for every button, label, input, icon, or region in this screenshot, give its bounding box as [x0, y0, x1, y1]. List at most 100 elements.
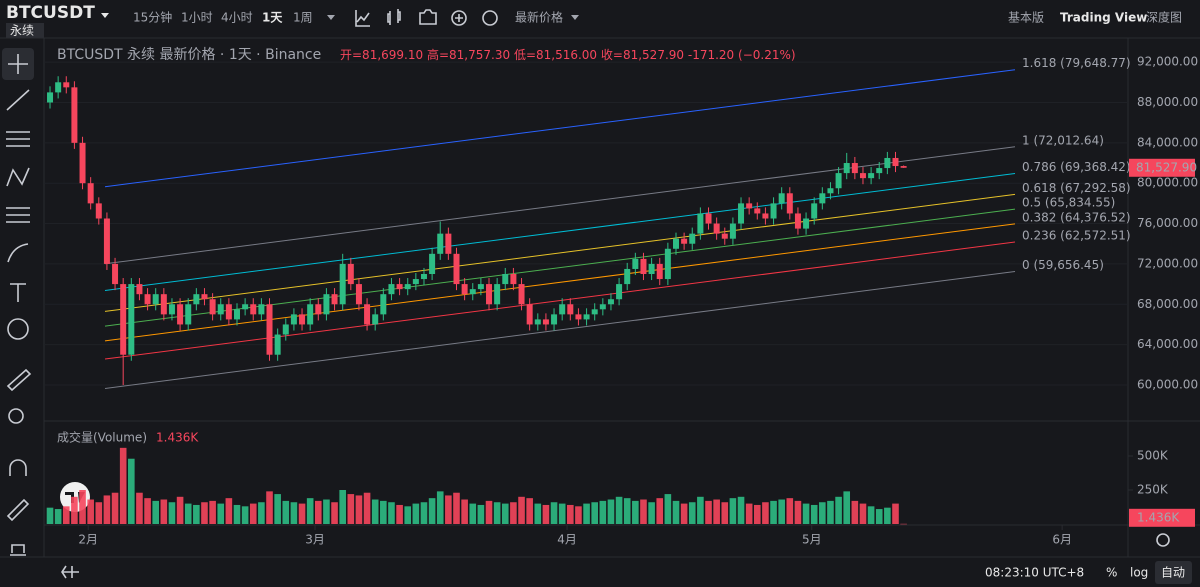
close: 收=81,527.90 [601, 48, 684, 62]
text-tool[interactable] [10, 283, 26, 302]
volume-bar [79, 490, 86, 524]
symbol-dropdown[interactable] [101, 13, 109, 18]
interval[interactable]: 1周 [293, 11, 313, 25]
candle-body [364, 304, 371, 325]
y-tick-label: 80,000.00 [1137, 176, 1198, 190]
candle-body [47, 92, 54, 103]
volume-bar [835, 496, 842, 524]
volume-bar [274, 494, 281, 524]
crosshair-tool[interactable] [8, 54, 28, 74]
fib-line [104, 146, 1016, 265]
fib-line [104, 208, 1016, 327]
volume-bar [241, 506, 249, 524]
price-type-dropdown[interactable] [571, 15, 579, 20]
price-type[interactable]: 最新价格 [515, 10, 563, 25]
candle-body [420, 274, 427, 280]
fib-tool[interactable] [6, 131, 30, 147]
add-icon[interactable] [451, 10, 467, 26]
candle-body [575, 314, 582, 320]
volume-bar [753, 504, 761, 524]
add-icon-plus[interactable] [455, 14, 463, 22]
candle-body [136, 284, 143, 295]
lock-draw-tool[interactable] [6, 498, 30, 522]
symbol[interactable]: BTCUSDT [6, 3, 95, 23]
indicator-icon[interactable] [355, 10, 370, 27]
view[interactable]: 深度图 [1146, 10, 1182, 25]
candle-body [599, 304, 606, 310]
volume-bar [558, 503, 566, 524]
candle-body [274, 334, 281, 355]
candle-body [542, 319, 549, 325]
replay-icon[interactable] [61, 565, 79, 579]
volume-title: 成交量(Volume) [57, 430, 147, 445]
volume-bar [485, 500, 493, 524]
candle-body [299, 314, 306, 325]
volume-bar [867, 506, 875, 524]
interval[interactable]: 4小时 [221, 11, 253, 25]
fib-line [104, 172, 1016, 291]
axis-settings[interactable] [1156, 533, 1170, 547]
view[interactable]: 基本版 [1008, 11, 1044, 25]
volume-bar [128, 458, 135, 524]
fib-line [104, 69, 1016, 188]
candle-body [713, 223, 720, 234]
auto-button[interactable]: 自动 [1161, 566, 1185, 580]
candle-icon[interactable] [387, 9, 401, 25]
trash-tool[interactable] [10, 544, 26, 556]
candle-body [672, 238, 679, 249]
volume-bar [729, 498, 737, 524]
interval[interactable]: 1小时 [181, 11, 213, 25]
candle-body [770, 203, 777, 219]
candle-body [477, 284, 484, 290]
interval-active[interactable]: 1天 [262, 11, 283, 25]
volume-bar [160, 499, 168, 524]
last-volume-tag [1129, 508, 1195, 527]
ruler-tool[interactable] [6, 368, 32, 392]
volume-bar [87, 499, 94, 524]
volume-bar [103, 495, 111, 524]
volume-bar [778, 499, 785, 524]
volume-bar [892, 503, 899, 524]
x-tick-label: 3月 [305, 533, 325, 547]
view-active[interactable]: Trading View [1060, 11, 1147, 25]
candle-body [103, 218, 110, 264]
line-tool[interactable] [6, 89, 30, 111]
candle-body [754, 208, 761, 214]
candle-body [502, 274, 509, 285]
candle-body [282, 324, 289, 335]
candle-body [250, 304, 257, 315]
fib-label: 0.786 (69,368.42) [1022, 160, 1131, 174]
fib-line [104, 193, 1016, 312]
volume-bar [217, 503, 225, 524]
volume-tick-label: 500K [1137, 449, 1169, 463]
candle-body [128, 284, 135, 355]
volume-tick-label: 250K [1137, 483, 1169, 497]
zoom-tool[interactable] [8, 408, 24, 424]
magnet-tool[interactable] [9, 459, 27, 476]
candle-body [697, 213, 704, 234]
x-tick-label: 5月 [802, 533, 822, 547]
legend-ohlc: 开=81,699.10 高=81,757.30 低=81,516.00 收=81… [340, 47, 796, 62]
volume-bar [46, 507, 54, 524]
volume-bar [380, 500, 387, 524]
pattern-tool[interactable] [6, 167, 30, 187]
projection-tool[interactable] [6, 207, 30, 223]
volume-bar [323, 499, 330, 524]
volume-bar [884, 507, 891, 524]
settings-icon[interactable] [482, 10, 498, 26]
candle-body [168, 304, 175, 315]
volume-bar [493, 502, 501, 524]
log-button[interactable]: log [1130, 566, 1148, 580]
candle-body [453, 253, 460, 285]
percent-button[interactable]: % [1106, 566, 1117, 580]
fib-label: 0.5 (65,834.55) [1022, 196, 1115, 210]
interval-dropdown[interactable] [327, 15, 335, 20]
interval[interactable]: 15分钟 [133, 10, 172, 25]
brush-tool[interactable] [7, 243, 29, 263]
volume-bar [705, 500, 712, 524]
emoji-tool[interactable] [7, 318, 29, 340]
volume-bar [526, 498, 533, 524]
volume-bar [144, 498, 151, 524]
volume-bar [298, 503, 306, 524]
camera-icon[interactable] [419, 9, 437, 25]
